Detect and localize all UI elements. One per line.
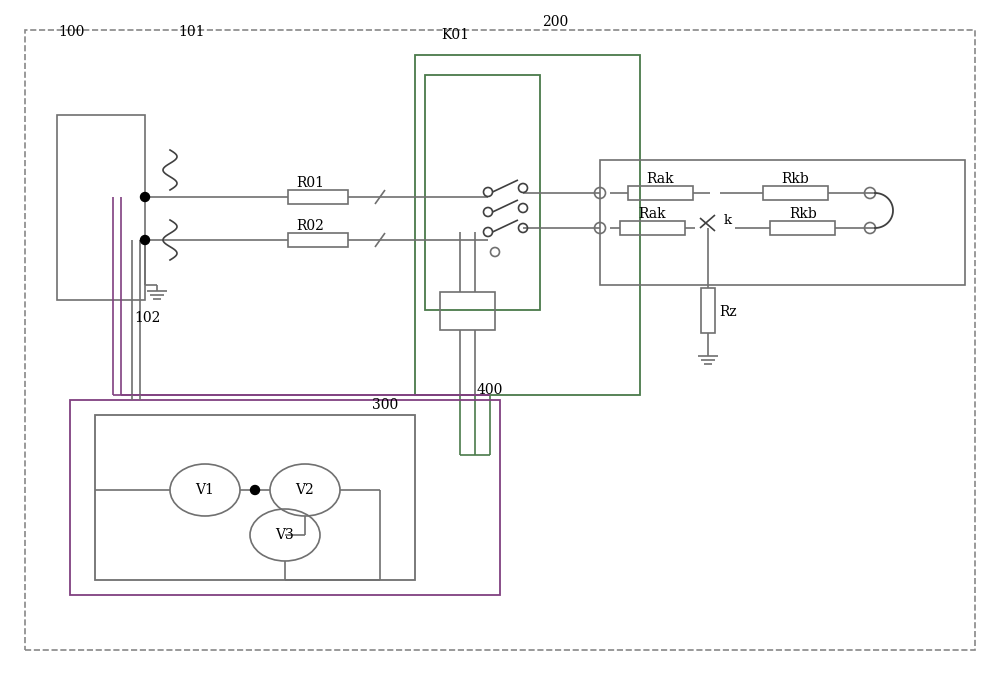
Text: 100: 100 bbox=[59, 25, 85, 39]
Circle shape bbox=[140, 192, 150, 201]
Bar bbox=[95, 415, 415, 580]
Text: 400: 400 bbox=[477, 383, 503, 397]
Bar bbox=[763, 186, 828, 200]
Text: Rz: Rz bbox=[719, 305, 737, 319]
Text: 101: 101 bbox=[179, 25, 205, 39]
Bar bbox=[425, 75, 540, 310]
Bar bbox=[70, 400, 500, 595]
Text: V1: V1 bbox=[196, 483, 214, 497]
Text: 300: 300 bbox=[372, 398, 398, 412]
Text: Rkb: Rkb bbox=[781, 172, 809, 186]
Text: V3: V3 bbox=[276, 528, 294, 542]
Text: R01: R01 bbox=[296, 176, 324, 190]
Circle shape bbox=[140, 235, 150, 245]
Bar bbox=[415, 55, 640, 395]
Bar bbox=[620, 221, 685, 235]
Text: R02: R02 bbox=[296, 219, 324, 233]
Bar bbox=[440, 292, 495, 330]
Circle shape bbox=[250, 486, 260, 494]
Bar bbox=[288, 233, 348, 247]
Text: V2: V2 bbox=[296, 483, 314, 497]
Bar bbox=[57, 115, 145, 300]
Text: K01: K01 bbox=[441, 28, 469, 42]
Text: Rkb: Rkb bbox=[789, 207, 817, 221]
Bar bbox=[628, 186, 692, 200]
Bar bbox=[770, 221, 835, 235]
Text: 102: 102 bbox=[135, 311, 161, 325]
Text: Rak: Rak bbox=[638, 207, 666, 221]
Text: Rak: Rak bbox=[646, 172, 674, 186]
Bar bbox=[600, 160, 965, 285]
Text: 200: 200 bbox=[542, 15, 568, 29]
Bar bbox=[701, 288, 715, 333]
Bar bbox=[288, 190, 348, 204]
Text: k: k bbox=[724, 214, 732, 226]
